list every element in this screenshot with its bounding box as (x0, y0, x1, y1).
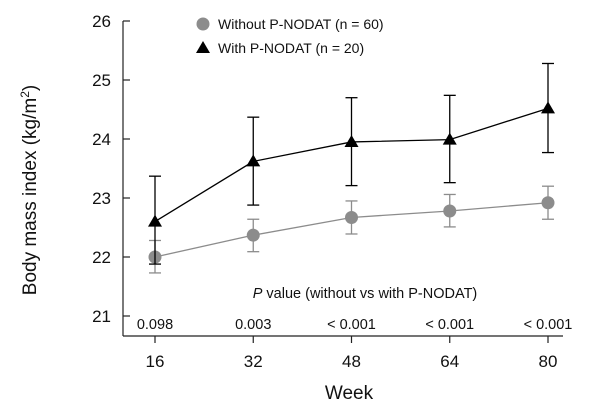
y-tick-label: 24 (92, 130, 111, 149)
data-point (442, 132, 457, 145)
pvalue-label: < 0.001 (327, 317, 376, 333)
y-tick-label: 26 (92, 12, 111, 31)
y-tick-label: 23 (92, 189, 111, 208)
x-tick-label: 48 (342, 352, 361, 371)
series-without-pnodat (148, 185, 555, 274)
y-tick-label: 22 (92, 248, 111, 267)
pvalue-label: < 0.001 (524, 317, 573, 333)
x-tick-label: 32 (244, 352, 263, 371)
legend-marker-without (196, 17, 210, 31)
data-point (541, 101, 555, 114)
y-axis-title-main: Body mass index (kg/m (20, 98, 41, 295)
pvalue-label: 0.098 (137, 317, 173, 333)
pvalue-label: 0.003 (235, 317, 271, 333)
data-point (541, 196, 555, 210)
legend-label-with: With P-NODAT (n = 20) (218, 40, 364, 56)
y-axis-title: Body mass index (kg/m2) (18, 85, 41, 295)
data-point (345, 210, 358, 224)
y-tick-label: 25 (92, 71, 111, 90)
x-axis-title: Week (325, 383, 374, 404)
x-tick-label: 16 (146, 352, 165, 371)
data-point (246, 228, 260, 242)
data-point (246, 154, 261, 167)
data-point (443, 204, 457, 218)
legend: Without P-NODAT (n = 60) With P-NODAT (n… (196, 16, 384, 56)
x-tick-label: 80 (539, 352, 558, 371)
axes: 21 22 23 24 25 26 16 32 48 64 80 (92, 12, 563, 371)
y-axis-title-close: ) (20, 85, 41, 91)
y-tick-label: 21 (92, 307, 111, 326)
pvalue-title: P value (without vs with P-NODAT) (253, 286, 478, 302)
x-tick-label: 64 (440, 352, 459, 371)
pvalue-title-italic: P (253, 286, 263, 302)
legend-label-without: Without P-NODAT (n = 60) (218, 16, 384, 32)
pvalue-labels: 0.098 0.003 < 0.001 < 0.001 < 0.001 (137, 317, 573, 333)
data-point (344, 134, 359, 147)
series-with-pnodat (148, 62, 555, 265)
y-axis-title-superscript: 2 (18, 91, 32, 98)
plot-area (148, 62, 555, 274)
data-point (148, 214, 162, 227)
pvalue-title-rest: value (without vs with P-NODAT) (262, 286, 477, 302)
pvalue-label: < 0.001 (425, 317, 474, 333)
legend-marker-with (196, 41, 210, 53)
